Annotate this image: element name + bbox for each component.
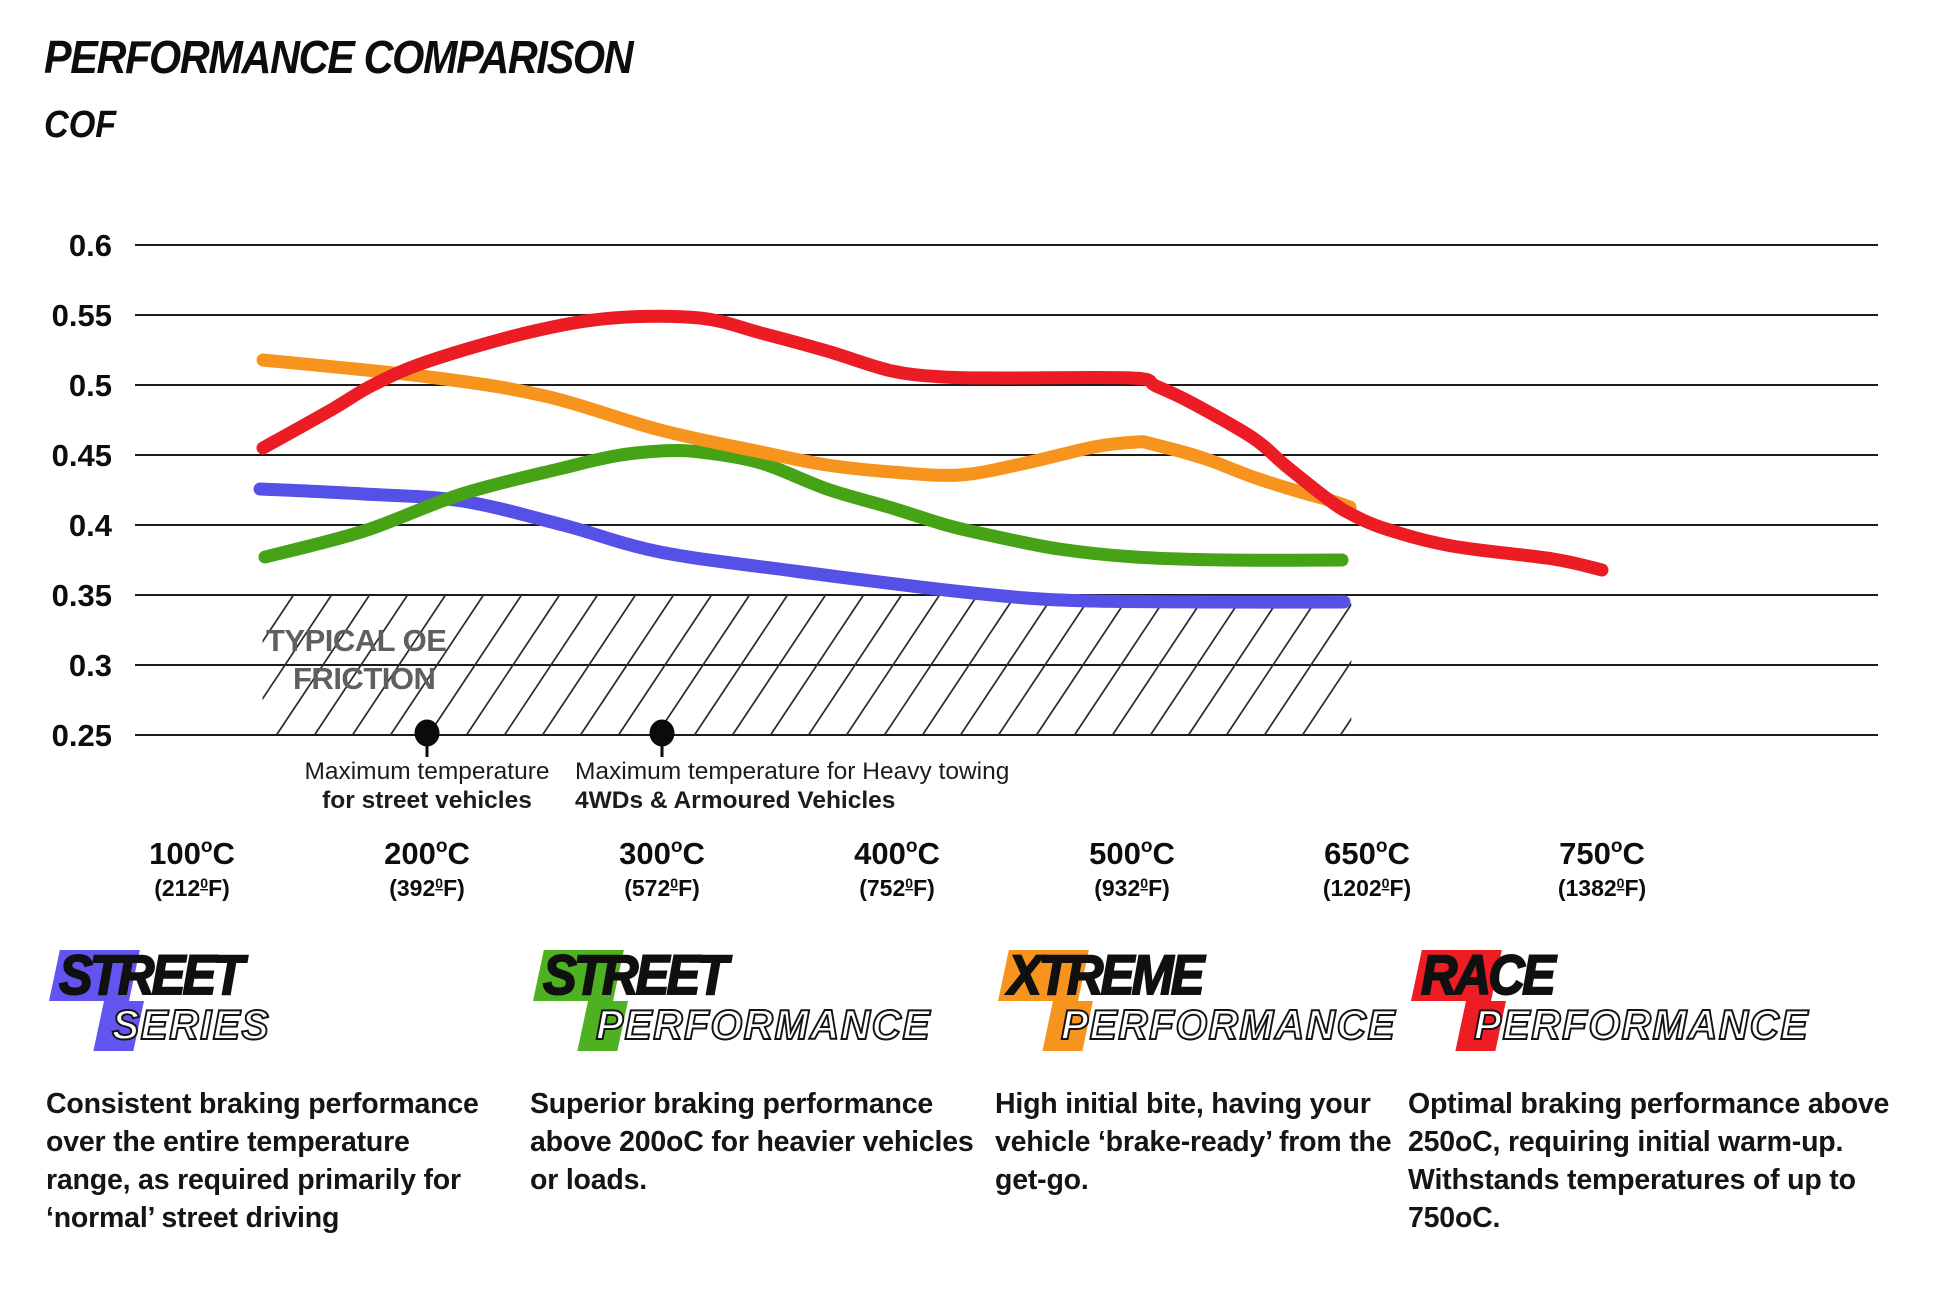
y-tick-label-0.3: 0.3 — [69, 648, 112, 683]
x-tick-400c-fahrenheit: (7520F) — [859, 875, 935, 901]
product-description: Optimal braking performance above 250oC,… — [1408, 1088, 1890, 1234]
product-legend: STREET SERIES Consistent braking perform… — [0, 942, 1946, 1288]
brand-line1: STREET — [542, 942, 729, 1007]
oe-friction-label: TYPICAL OE — [266, 623, 446, 658]
legend-xtreme-performance: XTREME PERFORMANCE High initial bite, ha… — [995, 942, 1407, 1200]
brand-line2: PERFORMANCE — [1473, 1000, 1810, 1049]
oe-friction-label: FRICTION — [293, 661, 435, 696]
oe-friction-hatch — [262, 595, 1352, 735]
x-tick-650c-fahrenheit: (12020F) — [1323, 875, 1411, 901]
page-title: PERFORMANCE COMPARISON — [44, 31, 634, 83]
brand-line1: XTREME — [1007, 942, 1205, 1007]
y-tick-label-0.4: 0.4 — [69, 508, 113, 543]
curve-xtreme-performance — [256, 353, 1357, 514]
y-tick-label-0.55: 0.55 — [52, 298, 112, 333]
y-axis-label: COF — [44, 104, 117, 146]
product-description: Consistent braking performance over the … — [46, 1088, 479, 1234]
race-performance-logo: RACE PERFORMANCE — [1408, 942, 1906, 1060]
y-tick-label-0.6: 0.6 — [69, 228, 112, 263]
x-tick-400c: 400oC — [854, 836, 940, 871]
brand-line1: RACE — [1420, 942, 1557, 1007]
cof-line-chart: 0.6 0.55 0.5 0.45 0.4 0.35 0.3 0.25 TYPICAL OEFR… — [52, 228, 1878, 901]
x-tick-300c-fahrenheit: (5720F) — [624, 875, 700, 901]
x-tick-500c-fahrenheit: (9320F) — [1094, 875, 1170, 901]
annotation-0-line-1: Maximum temperature — [304, 758, 549, 785]
y-tick-label-0.25: 0.25 — [52, 718, 112, 753]
y-tick-label-0.5: 0.5 — [69, 368, 112, 403]
brand-line1: STREET — [58, 942, 245, 1007]
legend-race-performance: RACE PERFORMANCE Optimal braking perform… — [1408, 942, 1906, 1238]
y-tick-label-0.45: 0.45 — [52, 438, 112, 473]
x-tick-500c: 500oC — [1089, 836, 1175, 871]
x-tick-200c: 200oC — [384, 836, 470, 871]
max-temp-dot-200c — [414, 719, 440, 747]
y-tick-label-0.35: 0.35 — [52, 578, 112, 613]
legend-street-performance: STREET PERFORMANCE Superior braking perf… — [530, 942, 978, 1200]
annotation-1-line-2: 4WDs & Armoured Vehicles — [575, 787, 895, 814]
product-description: High initial bite, having your vehicle ‘… — [995, 1088, 1392, 1196]
street-series-logo: STREET SERIES — [46, 942, 498, 1060]
annotation-1-line-1: Maximum temperature for Heavy towing — [575, 758, 1009, 785]
x-tick-750c: 750oC — [1559, 836, 1645, 871]
max-temp-dot-300c — [649, 719, 675, 747]
product-description: Superior braking performance above 200oC… — [530, 1088, 974, 1196]
curve-street-performance — [258, 443, 1349, 567]
x-tick-300c: 300oC — [619, 836, 705, 871]
x-tick-200c-fahrenheit: (3920F) — [389, 875, 465, 901]
brand-line2: PERFORMANCE — [1060, 1000, 1397, 1049]
curve-race-performance — [256, 309, 1609, 577]
brand-line2: PERFORMANCE — [595, 1000, 932, 1049]
x-tick-650c: 650oC — [1324, 836, 1410, 871]
annotation-0-line-2: for street vehicles — [322, 787, 532, 814]
xtreme-performance-logo: XTREME PERFORMANCE — [995, 942, 1407, 1060]
x-tick-100c: 100oC — [149, 836, 235, 871]
x-tick-750c-fahrenheit: (13820F) — [1558, 875, 1646, 901]
legend-street-series: STREET SERIES Consistent braking perform… — [46, 942, 498, 1238]
street-performance-logo: STREET PERFORMANCE — [530, 942, 978, 1060]
brand-line2: SERIES — [111, 1000, 271, 1049]
x-tick-100c-fahrenheit: (2120F) — [154, 875, 230, 901]
